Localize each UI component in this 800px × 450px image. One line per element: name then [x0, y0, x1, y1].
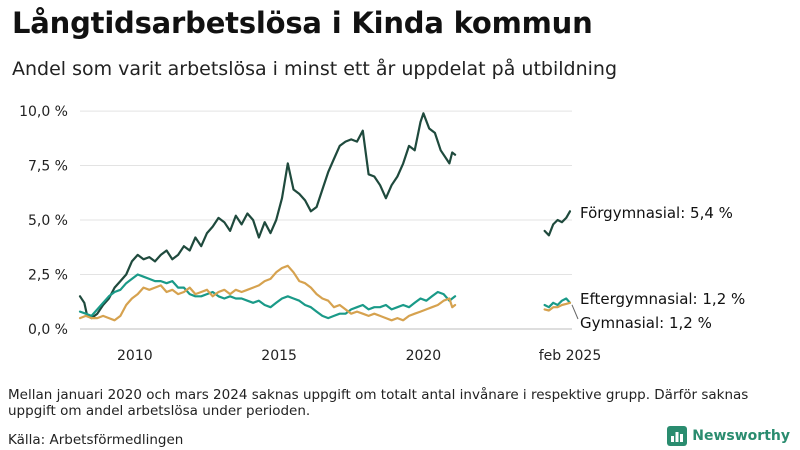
- newsworthy-logo[interactable]: Newsworthy: [667, 426, 790, 446]
- x-tick-label: 2015: [261, 348, 297, 364]
- series-line: [78, 264, 457, 322]
- label-connector: [571, 304, 579, 320]
- y-tick-label: 7,5 %: [28, 159, 68, 175]
- series-end-label: Gymnasial: 1,2 %: [580, 314, 712, 332]
- chart-subtitle: Andel som varit arbetslösa i minst ett å…: [12, 58, 618, 80]
- x-tick-label: 2020: [406, 348, 442, 364]
- bar-chart-logo-icon: [667, 426, 688, 446]
- line-chart: 0,0 % 2,5 % 5,0 % 7,5 % 10,0 % 2010 2015 2020 fe…: [19, 104, 745, 364]
- series-line: [543, 297, 572, 309]
- series-line: [543, 301, 572, 312]
- footnote: Mellan januari 2020 och mars 2024 saknas…: [8, 387, 749, 419]
- x-tick-label: 2010: [117, 348, 153, 364]
- source-credit: Källa: Arbetsförmedlingen: [8, 432, 184, 448]
- series-line: [543, 210, 572, 237]
- y-tick-label: 5,0 %: [28, 213, 68, 229]
- y-tick-label: 10,0 %: [19, 104, 68, 120]
- logo-text: Newsworthy: [692, 428, 790, 444]
- x-tick-label: feb 2025: [539, 348, 602, 364]
- chart-title: Långtidsarbetslösa i Kinda kommun: [12, 6, 593, 40]
- series-end-label: Förgymnasial: 5,4 %: [580, 204, 733, 222]
- series-end-label: Eftergymnasial: 1,2 %: [580, 290, 745, 308]
- series-line: [78, 112, 457, 320]
- series-line: [78, 273, 457, 320]
- y-tick-label: 0,0 %: [28, 322, 68, 338]
- y-tick-label: 2,5 %: [28, 268, 68, 284]
